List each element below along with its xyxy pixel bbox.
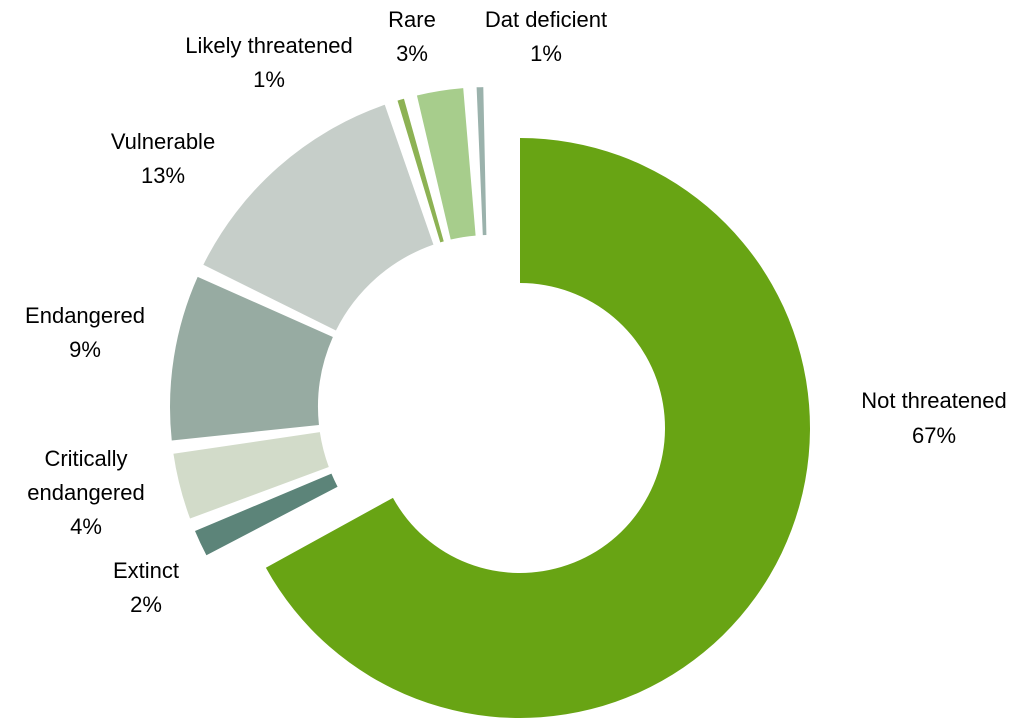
slice-dat-deficient [476,87,487,236]
slice-name-critically-endangered-line2: endangered [27,480,144,505]
slice-name-endangered: Endangered [25,303,145,328]
slice-value-dat-deficient: 1% [530,41,562,66]
slice-likely-threatened [397,98,444,243]
slice-name-vulnerable: Vulnerable [111,129,215,154]
slice-value-vulnerable: 13% [141,163,185,188]
label-not-threatened: Not threatened 67% [861,388,1007,448]
slice-value-likely-threatened: 1% [253,67,285,92]
slice-value-extinct: 2% [130,592,162,617]
slice-name-dat-deficient: Dat deficient [485,7,607,32]
label-rare: Rare 3% [388,7,436,66]
slice-vulnerable [203,104,434,331]
slice-name-extinct: Extinct [113,558,179,583]
slice-value-not-threatened: 67% [912,423,956,448]
slice-name-not-threatened: Not threatened [861,388,1007,413]
slice-rare [416,88,476,240]
label-critically-endangered: Critically endangered 4% [27,446,144,539]
slice-value-endangered: 9% [69,337,101,362]
label-extinct: Extinct 2% [113,558,179,617]
slice-extinct [195,473,338,556]
slice-endangered [169,276,333,441]
label-endangered: Endangered 9% [25,303,145,362]
slice-value-rare: 3% [396,41,428,66]
slice-critically-endangered [173,432,329,519]
label-likely-threatened: Likely threatened 1% [185,33,353,92]
slice-not-threatened [265,138,810,718]
label-vulnerable: Vulnerable 13% [111,129,215,188]
slice-value-critically-endangered: 4% [70,514,102,539]
slice-name-likely-threatened: Likely threatened [185,33,353,58]
slice-name-critically-endangered-line1: Critically [44,446,127,471]
slice-name-rare: Rare [388,7,436,32]
donut-slices [169,87,810,718]
label-dat-deficient: Dat deficient 1% [485,7,607,66]
